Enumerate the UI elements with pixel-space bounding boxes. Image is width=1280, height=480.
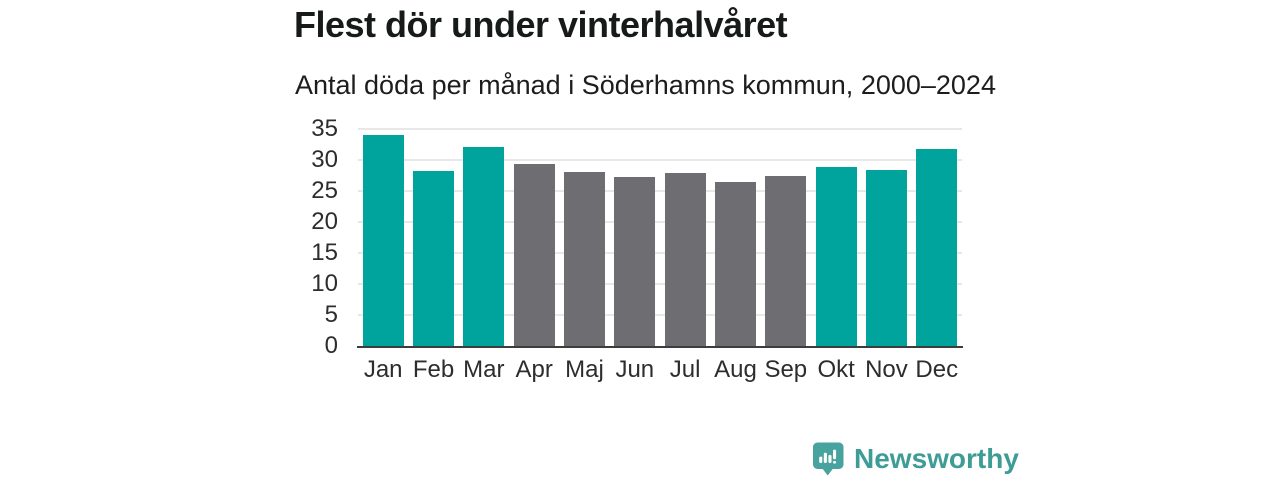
y-tick-label-35: 35 [311, 115, 338, 142]
bar-okt [815, 166, 857, 346]
bar-slot [660, 129, 710, 346]
gridline-30 [358, 158, 962, 161]
x-tick-label-apr: Apr [515, 356, 553, 383]
y-axis-labels: 0 5 10 15 20 25 30 35 [288, 116, 348, 359]
chart-title: Flest dör under vinterhalvåret [294, 4, 788, 45]
bar-nov [865, 169, 907, 346]
gridline-20 [358, 221, 962, 223]
bar-mar [463, 146, 505, 346]
bars [358, 129, 962, 346]
bar-slot [559, 129, 609, 346]
bar-slot [610, 129, 660, 346]
bar-slot [509, 129, 559, 346]
brand-wordmark: Newsworthy [854, 443, 1019, 474]
x-tick-label-sep: Sep [764, 356, 808, 383]
x-tick-label-jun: Jun [615, 356, 655, 383]
bar-jul [664, 173, 706, 346]
bar-slot [761, 129, 811, 346]
bar-jun [614, 177, 656, 346]
gridline-35 [358, 128, 962, 130]
y-tick-label-30: 30 [311, 145, 338, 173]
x-axis-labels: Jan Feb Mar Apr Maj Jun Jul Aug Sep Okt Nov Dec [358, 356, 962, 384]
gridline-10 [358, 283, 962, 285]
bar-slot [811, 129, 861, 346]
bar-jan [362, 134, 404, 346]
y-tick-label-15: 15 [311, 238, 338, 266]
y-tick-label-0: 0 [324, 332, 338, 359]
y-tick-label-10: 10 [311, 270, 338, 297]
bar-slot [912, 129, 962, 346]
y-tick-label-5: 5 [324, 301, 338, 328]
x-tick-label-nov: Nov [865, 356, 908, 383]
x-tick-label-jul: Jul [669, 356, 701, 383]
bar-slot [459, 129, 509, 346]
chart-subtitle: Antal döda per månad i Söderhamns kommun… [295, 70, 996, 100]
bar-feb [412, 171, 454, 346]
x-tick-label-aug: Aug [714, 356, 757, 383]
bar-aug [714, 181, 756, 346]
x-tick-label-jan: Jan [363, 356, 403, 383]
x-tick-label-okt: Okt [817, 356, 855, 383]
bar-slot [861, 129, 911, 346]
x-axis-line [357, 346, 963, 348]
bar-slot [710, 129, 760, 346]
bar-dec [916, 148, 958, 346]
gridline-15 [358, 251, 962, 254]
plot-area [357, 128, 963, 348]
x-tick-label-maj: Maj [565, 356, 604, 383]
y-tick-label-20: 20 [311, 208, 338, 235]
x-tick-label-dec: Dec [915, 356, 959, 383]
gridline-25 [358, 189, 962, 192]
bar-maj [563, 171, 605, 346]
bar-sep [765, 176, 807, 346]
bar-slot [358, 129, 408, 346]
gridline-5 [358, 314, 962, 316]
newsworthy-logo-icon [813, 442, 844, 476]
brand-footer: Newsworthy [812, 442, 1019, 477]
x-tick-label-feb: Feb [412, 356, 455, 383]
bar-slot [408, 129, 458, 346]
x-tick-label-mar: Mar [463, 356, 505, 383]
bar-apr [513, 164, 555, 346]
y-tick-label-25: 25 [311, 176, 338, 204]
